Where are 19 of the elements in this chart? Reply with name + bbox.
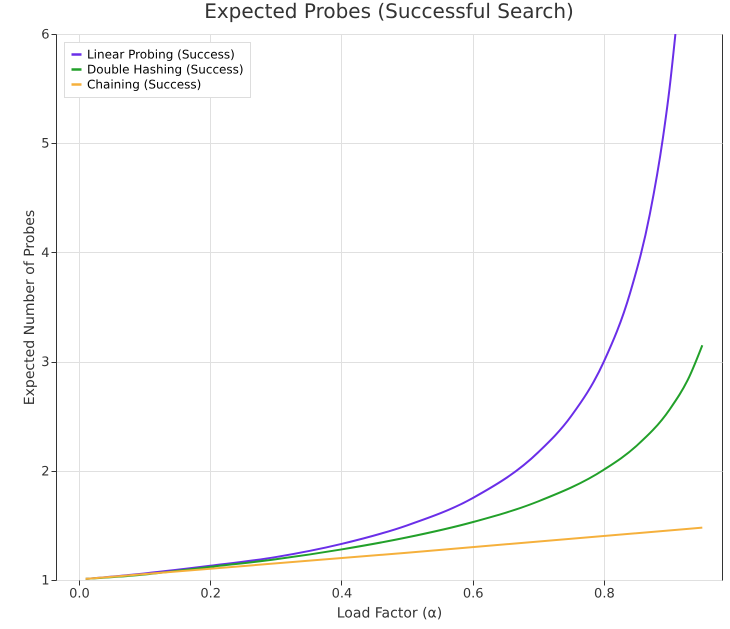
x-axis-title: Load Factor (α) (336, 606, 442, 622)
line-series (84, 344, 704, 580)
x-tick-label: 0.2 (200, 586, 222, 602)
x-tick-label: 0.6 (462, 586, 484, 602)
y-tick-label: 3 (41, 355, 50, 370)
y-axis-title: Expected Number of Probes (22, 210, 38, 406)
line-series (84, 34, 676, 580)
legend-label: Linear Probing (Success) (87, 48, 235, 62)
x-tick-label: 0.0 (69, 586, 90, 602)
x-tick-label: 0.4 (332, 586, 352, 602)
y-tick-label: 5 (41, 136, 50, 152)
chart-title: Expected Probes (Successful Search) (204, 0, 574, 23)
y-tick-label: 6 (41, 28, 50, 42)
y-tick-label: 4 (41, 246, 50, 261)
legend-label: Chaining (Success) (87, 78, 202, 92)
x-tick-label: 0.8 (594, 586, 615, 602)
y-tick-label: 2 (41, 464, 50, 480)
y-tick-label: 1 (41, 574, 50, 588)
legend-label: Double Hashing (Success) (87, 62, 244, 76)
